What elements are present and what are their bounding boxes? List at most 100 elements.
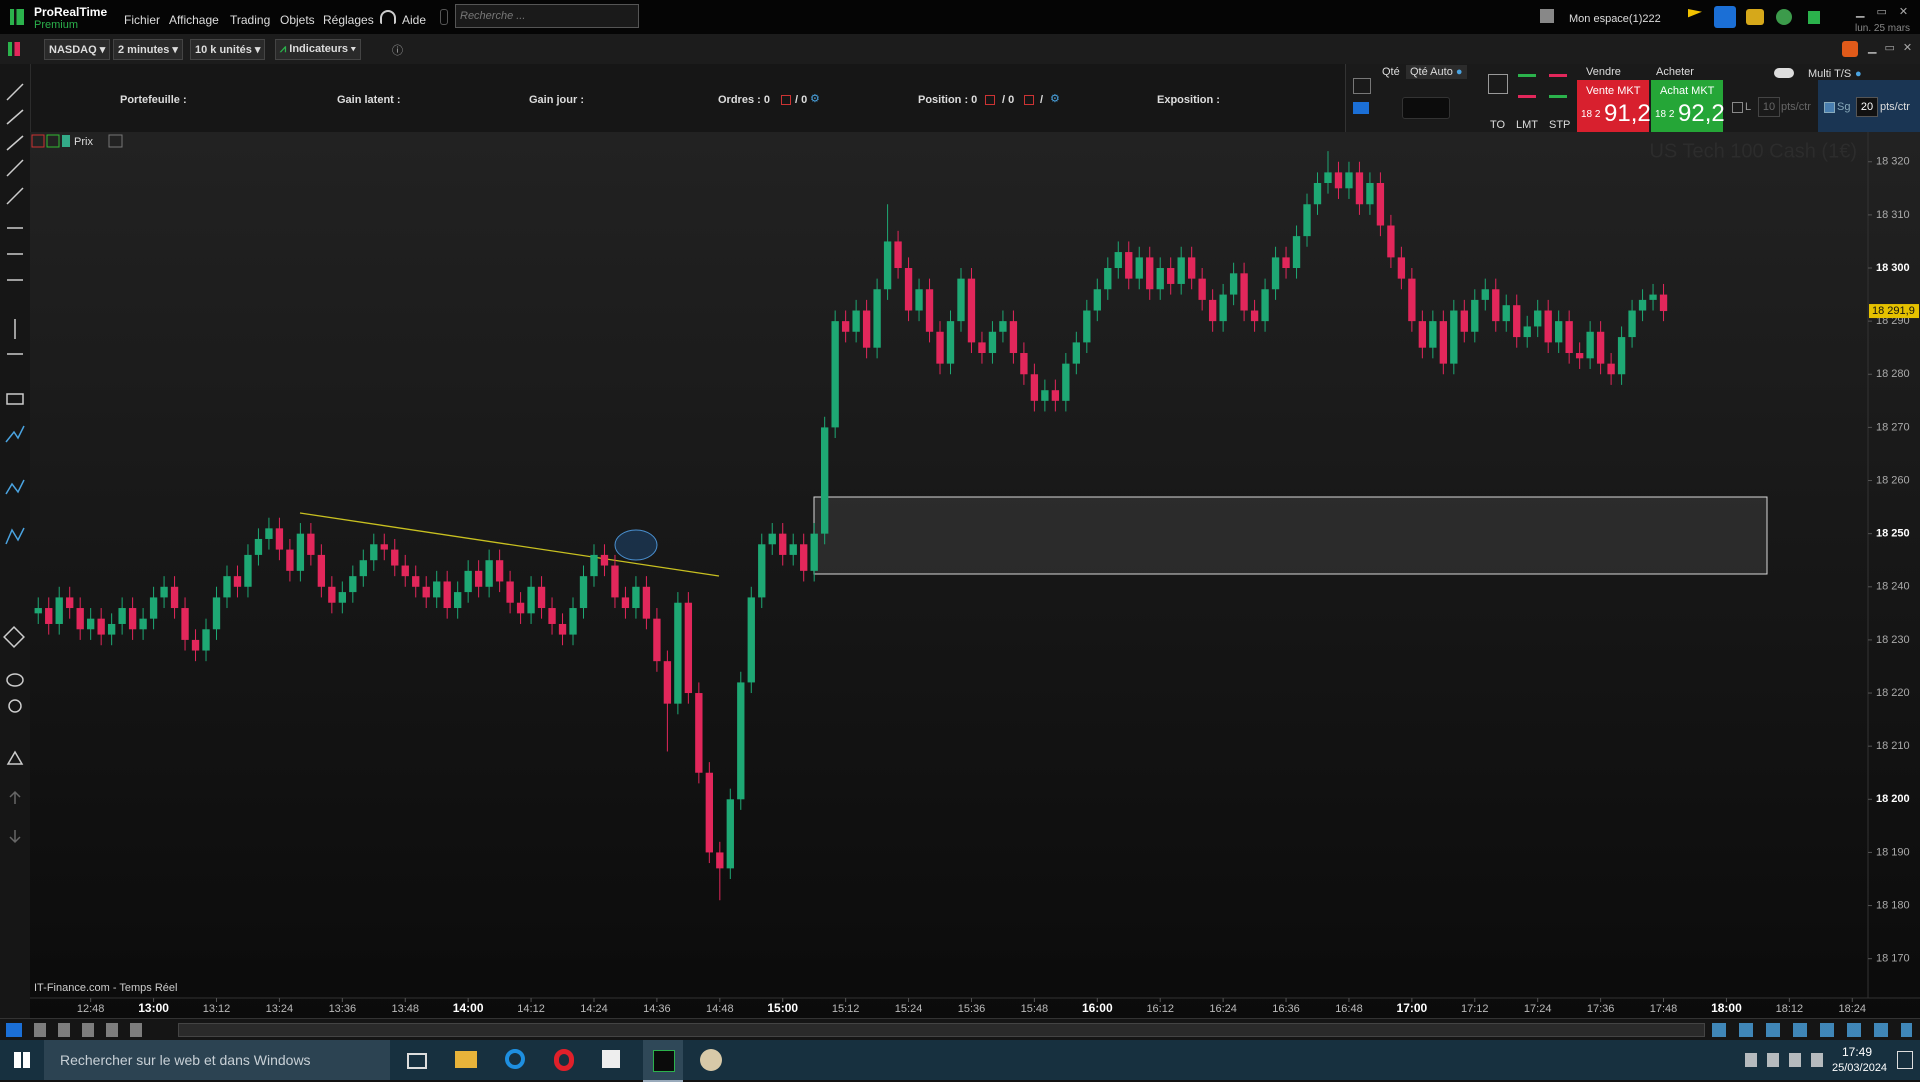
position-settings[interactable]: ⚙ — [1050, 93, 1060, 105]
l-checkbox[interactable] — [1732, 102, 1743, 113]
tool-line[interactable] — [6, 83, 24, 101]
lmt-icon[interactable] — [1518, 74, 1536, 98]
tool-pattern[interactable] — [5, 527, 25, 545]
footer-icon[interactable] — [6, 1023, 22, 1037]
sell-mkt: Vente MKT — [1586, 85, 1641, 97]
workspace[interactable]: Mon espace(1)222 — [1569, 13, 1661, 25]
menu-item[interactable]: Objets — [280, 13, 315, 27]
sg-checkbox[interactable] — [1824, 102, 1835, 113]
price-header[interactable]: Prix — [74, 136, 93, 148]
keyboard-icon[interactable] — [1353, 102, 1369, 114]
tool-triangle[interactable] — [6, 750, 24, 765]
search-box[interactable]: Recherche ... — [455, 4, 639, 28]
position-icon-2[interactable] — [1024, 95, 1034, 105]
tool-trend[interactable] — [6, 159, 24, 177]
candle-body — [1261, 289, 1269, 322]
edge-icon[interactable] — [505, 1049, 525, 1069]
multi-toggle[interactable] — [1774, 68, 1794, 78]
x-tick-label: 13:24 — [266, 1003, 294, 1015]
save-icon[interactable] — [1540, 9, 1554, 23]
timeframe-select[interactable]: 2 minutes ▾ — [113, 39, 183, 60]
taskbar-search[interactable]: Rechercher sur le web et dans Windows — [44, 1040, 390, 1080]
menu-item[interactable]: Aide — [402, 13, 427, 27]
candle-body — [1188, 257, 1196, 279]
highlight-ellipse[interactable] — [614, 529, 658, 561]
store-icon[interactable] — [602, 1050, 620, 1068]
prorealtime-task[interactable] — [643, 1040, 683, 1082]
task-view[interactable] — [407, 1053, 427, 1069]
buy-button[interactable]: Achat MKT 18 2 92,2 — [1651, 80, 1725, 132]
list-icon[interactable] — [108, 134, 123, 148]
tool-shape[interactable] — [3, 626, 25, 648]
tool-up[interactable] — [9, 790, 21, 804]
candle-body — [1208, 299, 1217, 322]
window-controls[interactable]: ▁▭✕ — [1856, 6, 1920, 18]
orders-icon[interactable] — [781, 95, 791, 105]
order-type[interactable]: STP — [1549, 119, 1571, 131]
notifications[interactable] — [1897, 1051, 1913, 1069]
sg-value[interactable]: 20 — [1856, 97, 1878, 117]
l-value[interactable]: 10 — [1758, 97, 1780, 117]
sync-chart-icon[interactable] — [1842, 41, 1858, 57]
paint-icon[interactable] — [700, 1049, 722, 1071]
tool-segment[interactable] — [6, 135, 24, 151]
menu-item[interactable]: Affichage — [169, 13, 219, 27]
sell-label: Vendre — [1586, 66, 1621, 78]
sync-icon[interactable] — [1776, 9, 1792, 25]
x-tick-label: 15:48 — [1021, 1003, 1049, 1015]
tray-icons[interactable] — [1745, 1053, 1825, 1067]
tool-ray[interactable] — [6, 109, 24, 125]
candle-body — [1565, 321, 1573, 354]
taskbar-search-text: Rechercher sur le web et dans Windows — [60, 1052, 311, 1068]
trend-line[interactable] — [299, 512, 720, 577]
buy-price: 92,2 — [1678, 100, 1725, 127]
sound-icon[interactable] — [1714, 6, 1736, 28]
order-type[interactable]: LMT — [1516, 119, 1538, 131]
indicators-button[interactable]: ⩘ Indicateurs ▾ — [275, 39, 361, 60]
candle-body — [862, 310, 871, 348]
candle-body — [894, 241, 902, 269]
data-source: IT-Finance.com - Temps Réel — [34, 982, 177, 994]
sell-button[interactable]: Vente MKT 18 2 91,2 — [1577, 80, 1651, 132]
header-icon[interactable] — [46, 134, 60, 148]
tool-ellipse[interactable] — [6, 673, 24, 687]
info-icon[interactable]: ⓘ — [392, 45, 403, 57]
tool-wave[interactable] — [5, 479, 25, 495]
menu-item[interactable]: Trading — [230, 13, 271, 27]
stp-icon[interactable] — [1549, 74, 1567, 98]
candle-body — [1376, 183, 1385, 226]
menu-item[interactable]: Réglages — [323, 13, 374, 27]
explorer-icon[interactable] — [455, 1051, 477, 1068]
tool-channel[interactable] — [6, 187, 24, 205]
x-tick-label: 14:48 — [706, 1003, 734, 1015]
units-select[interactable]: 10 k unités ▾ — [190, 39, 266, 60]
header-icon[interactable] — [31, 134, 45, 148]
tool-down[interactable] — [9, 830, 21, 844]
opera-icon[interactable] — [554, 1049, 574, 1071]
to-icon[interactable] — [1488, 74, 1508, 94]
zone-rectangle[interactable] — [813, 496, 1768, 575]
alert-icon[interactable] — [1746, 9, 1764, 25]
flag-icon[interactable] — [1688, 9, 1702, 18]
zoom-tools[interactable] — [1712, 1023, 1912, 1037]
tool-ruler[interactable] — [6, 393, 24, 405]
order-type[interactable]: TO — [1490, 119, 1506, 131]
scrollbar[interactable] — [178, 1023, 1705, 1037]
panel-controls[interactable]: ▁▭✕ — [1868, 42, 1920, 54]
tool-circle[interactable] — [8, 699, 22, 713]
instrument-select[interactable]: NASDAQ ▾ — [44, 39, 111, 60]
start-button[interactable] — [14, 1052, 30, 1068]
multi-info[interactable]: ● — [1855, 68, 1862, 80]
menu-item[interactable]: Fichier — [124, 13, 161, 27]
l-label: L — [1745, 101, 1752, 113]
candle-body — [149, 597, 158, 619]
position-icon[interactable] — [985, 95, 995, 105]
tool-fib[interactable] — [5, 425, 25, 443]
orders-settings[interactable]: ⚙ — [810, 93, 820, 105]
candle-body — [1586, 331, 1594, 359]
qty-auto[interactable]: Qté Auto ● — [1406, 65, 1467, 79]
footer-tools[interactable] — [34, 1023, 144, 1037]
y-tick-label: 18 180 — [1876, 899, 1910, 911]
tool-icon[interactable] — [1353, 78, 1371, 94]
qty-input[interactable] — [1402, 97, 1450, 119]
